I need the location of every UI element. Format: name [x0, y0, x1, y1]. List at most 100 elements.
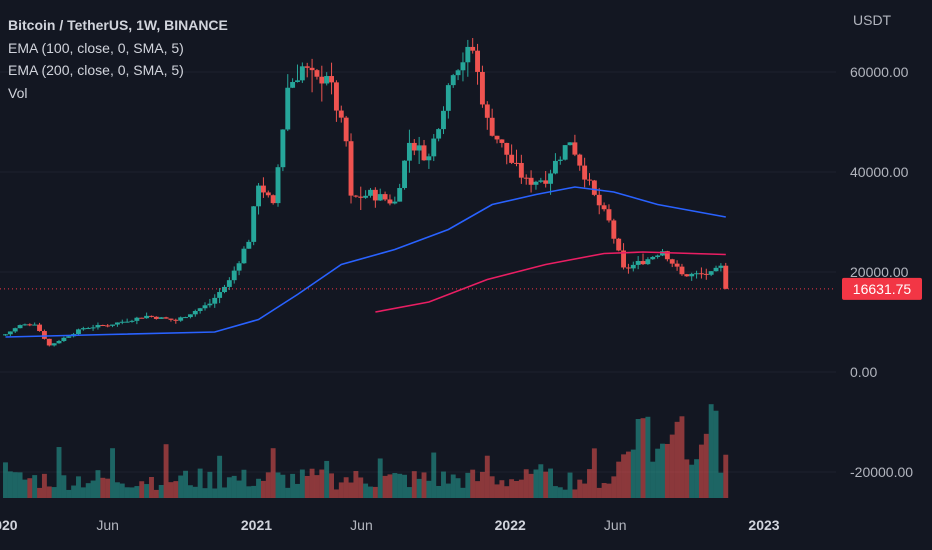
candle-body — [368, 189, 373, 196]
volume-bar — [61, 475, 67, 498]
candle-body — [222, 286, 227, 293]
candle-body — [489, 117, 495, 136]
volume-bar — [27, 478, 33, 498]
candle-body — [514, 162, 519, 164]
candle-body — [144, 315, 150, 319]
candle-body — [236, 263, 242, 271]
candle-body — [358, 196, 364, 198]
candle-body — [382, 194, 388, 200]
volume-bar — [567, 472, 573, 498]
volume-bar — [382, 475, 388, 498]
volume-bar — [606, 483, 612, 498]
candle-body — [80, 328, 86, 330]
volume-bar — [518, 479, 524, 498]
volume-bar — [246, 486, 252, 498]
volume-bar — [231, 475, 237, 498]
volume-bar — [499, 480, 505, 498]
volume-bar — [543, 471, 549, 498]
candle-body — [611, 220, 617, 239]
legend: Bitcoin / TetherUS, 1W, BINANCE EMA (100… — [8, 14, 228, 104]
volume-bar — [694, 459, 700, 498]
candle-body — [450, 75, 456, 86]
volume-bar — [621, 454, 627, 498]
candle-body — [640, 261, 646, 265]
volume-bar — [270, 448, 276, 498]
candle-body — [504, 142, 510, 155]
volume-bar — [290, 473, 296, 498]
volume-bar — [280, 474, 286, 498]
volume-bar — [611, 476, 617, 498]
volume-bar — [630, 449, 636, 498]
candle-body — [197, 308, 203, 312]
candle-body — [22, 324, 28, 326]
volume-bar — [95, 470, 101, 498]
candle-body — [664, 251, 670, 260]
candle-body — [114, 322, 120, 325]
candle-body — [708, 271, 714, 275]
candle-body — [265, 192, 271, 196]
volume-bar — [436, 485, 442, 498]
volume-bars — [3, 404, 729, 498]
candle-body — [202, 305, 208, 309]
ema-200-legend[interactable]: EMA (200, close, 0, SMA, 5) — [8, 62, 184, 78]
candle-body — [51, 343, 57, 346]
volume-bar — [645, 416, 651, 498]
candle-body — [567, 142, 573, 146]
volume-bar — [90, 480, 96, 498]
candle-body — [387, 199, 393, 204]
volume-bar — [411, 471, 417, 498]
volume-bar — [197, 468, 203, 498]
x-tick-label: Jun — [350, 517, 373, 533]
candle-body — [110, 324, 115, 326]
symbol-title[interactable]: Bitcoin / TetherUS, 1W, BINANCE — [8, 17, 228, 33]
candle-body — [421, 145, 427, 161]
candle-body — [543, 180, 549, 184]
volume-bar — [455, 478, 461, 498]
candle-body — [32, 324, 38, 326]
volume-bar — [256, 478, 261, 498]
candle-body — [66, 336, 72, 338]
volume-bar — [144, 484, 150, 498]
volume-bar — [192, 486, 198, 498]
x-tick-label: Jun — [604, 517, 627, 533]
volume-bar — [708, 404, 714, 498]
candle-body — [572, 142, 578, 155]
candle-body — [100, 325, 106, 327]
candle-body — [616, 238, 622, 251]
candle-body — [3, 334, 8, 336]
candle-body — [601, 205, 607, 210]
x-tick-label: Jun — [96, 517, 119, 533]
volume-bar — [494, 484, 500, 498]
volume-bar — [56, 447, 62, 498]
volume-bar — [309, 468, 315, 498]
candle-body — [625, 267, 631, 269]
volume-legend[interactable]: Vol — [8, 84, 28, 101]
candle-body — [650, 256, 656, 260]
candle-body — [329, 76, 335, 83]
candle-body — [187, 314, 193, 318]
candle-body — [484, 104, 490, 118]
candle-body — [406, 142, 412, 161]
candle-body — [698, 273, 704, 275]
ema-100-legend[interactable]: EMA (100, close, 0, SMA, 5) — [8, 39, 184, 56]
volume-bar — [577, 479, 583, 498]
candle-body — [333, 82, 339, 111]
volume-bar — [304, 475, 310, 498]
candle-body — [596, 194, 602, 206]
y-tick-label: 60000.00 — [850, 64, 909, 80]
candle-body — [577, 154, 583, 166]
volume-bar — [416, 478, 422, 498]
candle-body — [27, 324, 33, 326]
volume-bar — [119, 483, 125, 498]
candle-body — [7, 331, 13, 335]
x-tick-label: 2023 — [748, 517, 779, 533]
candle-body — [168, 318, 174, 320]
volume-bar — [377, 458, 383, 498]
candle-body — [460, 62, 466, 71]
candle-body — [270, 195, 276, 204]
volume-bar — [183, 470, 188, 498]
volume-bar — [324, 460, 330, 498]
volume-bar — [591, 448, 597, 498]
candle-body — [723, 265, 729, 289]
volume-bar — [392, 473, 398, 498]
